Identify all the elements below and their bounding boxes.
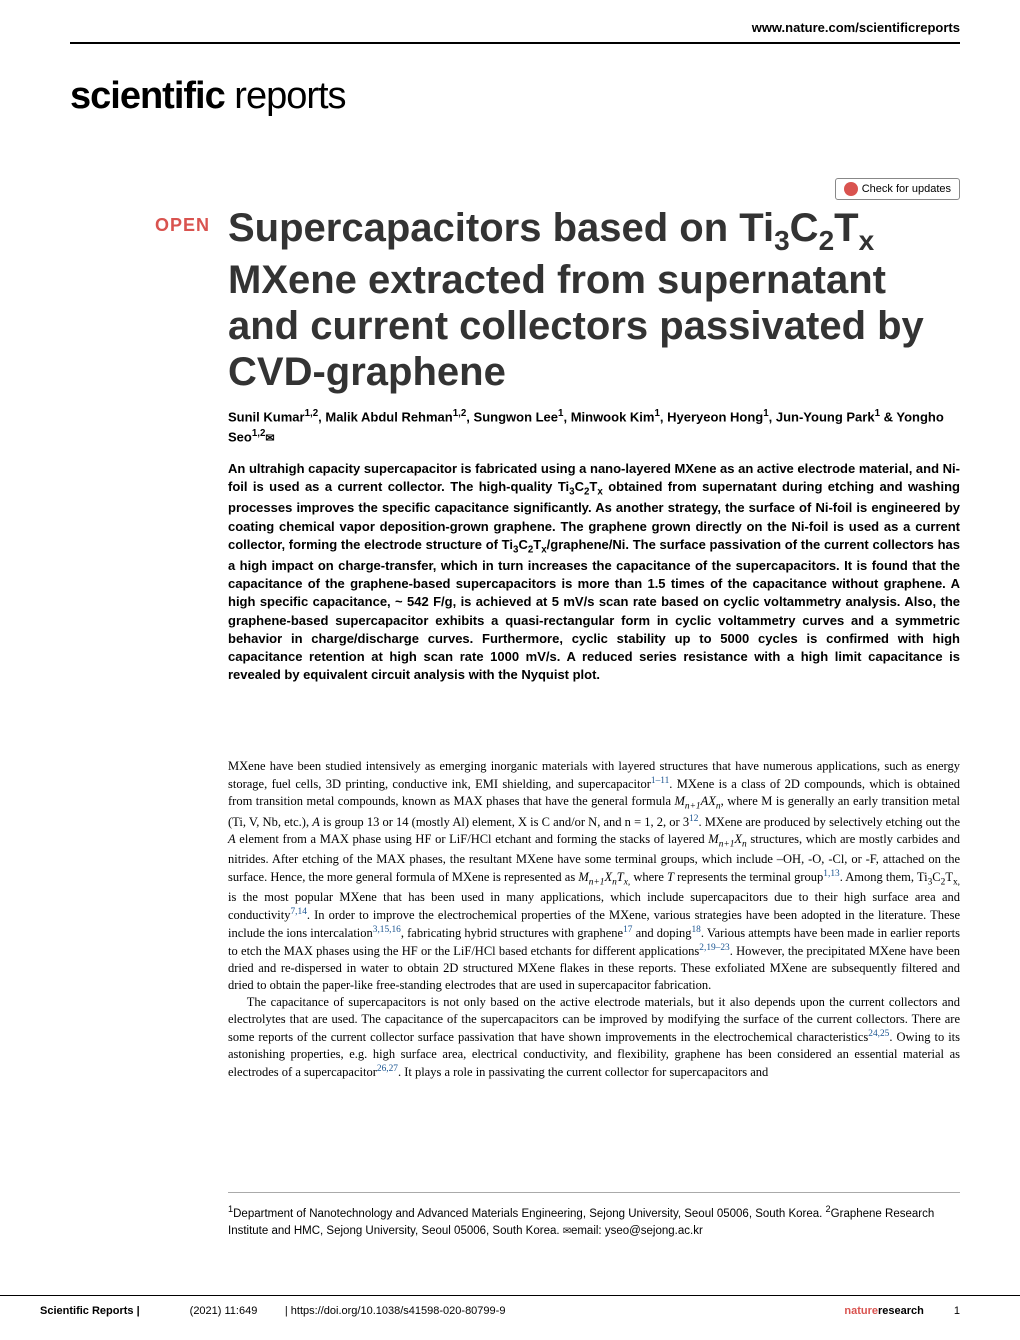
- check-updates-button[interactable]: Check for updates: [835, 178, 960, 200]
- abstract: An ultrahigh capacity supercapacitor is …: [228, 460, 960, 684]
- header-rule: [70, 42, 960, 44]
- body-text: MXene have been studied intensively as e…: [228, 758, 960, 1081]
- body-paragraph-2: The capacitance of supercapacitors is no…: [228, 994, 960, 1081]
- journal-logo-light: reports: [225, 75, 346, 117]
- author-list: Sunil Kumar1,2, Malik Abdul Rehman1,2, S…: [228, 407, 960, 446]
- footer-page-number: 1: [954, 1305, 960, 1317]
- footer-doi: | https://doi.org/10.1038/s41598-020-807…: [285, 1305, 506, 1317]
- footer-year-vol: (2021) 11:649: [190, 1305, 258, 1317]
- footer-citation: (2021) 11:649 | https://doi.org/10.1038/…: [190, 1305, 845, 1317]
- check-updates-icon: [844, 182, 858, 196]
- footer-journal: Scientific Reports |: [40, 1305, 140, 1317]
- article-title: Supercapacitors based on Ti3C2Tx MXene e…: [228, 205, 960, 395]
- check-updates-label: Check for updates: [862, 183, 951, 195]
- journal-logo: scientific reports: [70, 75, 346, 118]
- header-url: www.nature.com/scientificreports: [752, 20, 960, 35]
- journal-logo-bold: scientific: [70, 75, 225, 117]
- footer-brand-research: research: [878, 1305, 924, 1317]
- affiliations: 1Department of Nanotechnology and Advanc…: [228, 1192, 960, 1240]
- footer-brand: natureresearch: [844, 1305, 924, 1317]
- footer-brand-nature: nature: [844, 1305, 878, 1317]
- body-paragraph-1: MXene have been studied intensively as e…: [228, 758, 960, 994]
- open-access-badge: OPEN: [155, 215, 210, 236]
- page-footer: Scientific Reports | (2021) 11:649 | htt…: [0, 1295, 1020, 1325]
